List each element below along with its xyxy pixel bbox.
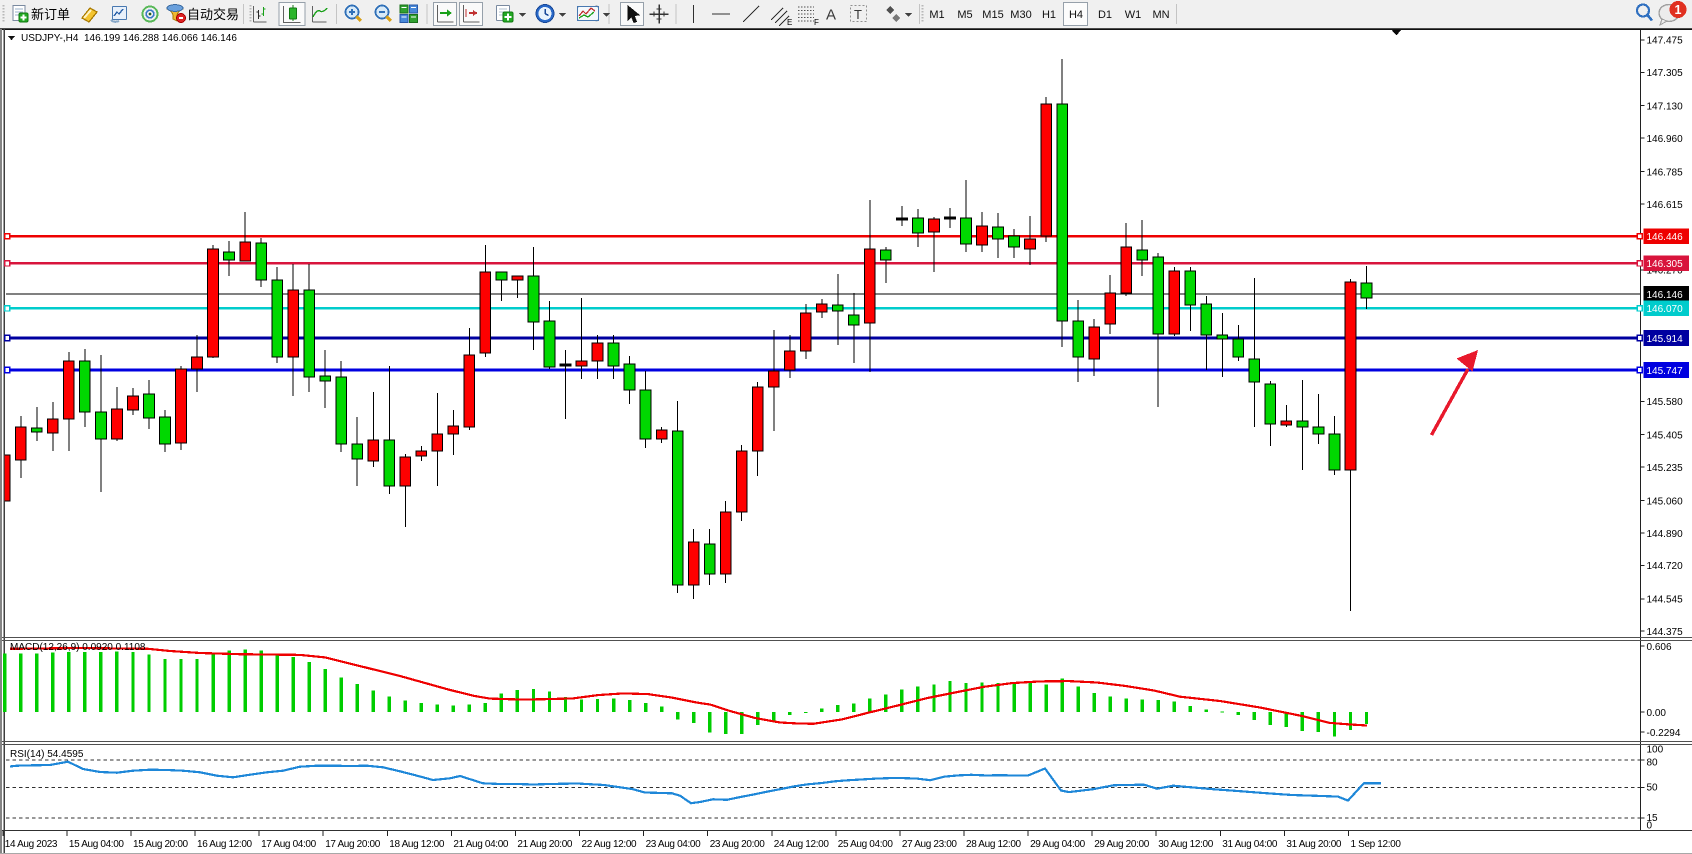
svg-text:17 Aug 04:00: 17 Aug 04:00	[261, 839, 317, 850]
svg-text:144.545: 144.545	[1647, 595, 1684, 606]
svg-text:145.747: 145.747	[1647, 366, 1684, 377]
svg-text:18 Aug 12:00: 18 Aug 12:00	[389, 839, 445, 850]
svg-text:23 Aug 04:00: 23 Aug 04:00	[646, 839, 702, 850]
svg-text:T: T	[854, 7, 862, 22]
svg-text:1: 1	[1675, 3, 1682, 17]
svg-text:H1: H1	[1042, 9, 1056, 21]
svg-text:147.130: 147.130	[1647, 102, 1684, 113]
svg-text:146.960: 146.960	[1647, 134, 1684, 145]
svg-text:-0.2294: -0.2294	[1647, 728, 1681, 739]
svg-text:29 Aug 20:00: 29 Aug 20:00	[1094, 839, 1150, 850]
svg-text:E: E	[787, 18, 792, 27]
svg-text:自动交易: 自动交易	[187, 7, 239, 22]
svg-text:15 Aug 20:00: 15 Aug 20:00	[133, 839, 189, 850]
svg-text:146.305: 146.305	[1647, 259, 1684, 270]
svg-text:15: 15	[1647, 813, 1659, 824]
svg-text:W1: W1	[1125, 9, 1142, 21]
svg-text:50: 50	[1647, 783, 1659, 794]
svg-text:147.305: 147.305	[1647, 68, 1684, 79]
svg-text:0.606: 0.606	[1647, 642, 1672, 653]
svg-text:145.235: 145.235	[1647, 463, 1684, 474]
svg-text:145.914: 145.914	[1647, 334, 1684, 345]
svg-text:144.720: 144.720	[1647, 561, 1684, 572]
svg-text:146.146: 146.146	[1647, 290, 1684, 301]
svg-text:MACD(12,26,9) 0.0920 0.1108: MACD(12,26,9) 0.0920 0.1108	[10, 642, 146, 653]
svg-text:147.475: 147.475	[1647, 36, 1684, 47]
svg-text:21 Aug 20:00: 21 Aug 20:00	[517, 839, 573, 850]
svg-text:31 Aug 20:00: 31 Aug 20:00	[1286, 839, 1342, 850]
svg-text:A: A	[826, 7, 836, 24]
svg-text:17 Aug 20:00: 17 Aug 20:00	[325, 839, 381, 850]
svg-text:29 Aug 04:00: 29 Aug 04:00	[1030, 839, 1086, 850]
svg-text:USDJPY-,H4 146.199 146.288 14: USDJPY-,H4 146.199 146.288 146.066 146.1…	[21, 33, 237, 44]
svg-text:25 Aug 04:00: 25 Aug 04:00	[838, 839, 894, 850]
svg-text:新订单: 新订单	[31, 7, 70, 22]
svg-text:M15: M15	[982, 9, 1003, 21]
svg-text:F: F	[814, 18, 819, 27]
svg-text:146.446: 146.446	[1647, 232, 1684, 243]
svg-text:146.785: 146.785	[1647, 167, 1684, 178]
svg-text:16 Aug 12:00: 16 Aug 12:00	[197, 839, 253, 850]
svg-text:M5: M5	[957, 9, 972, 21]
svg-text:144.375: 144.375	[1647, 627, 1684, 638]
svg-text:80: 80	[1647, 758, 1659, 769]
svg-text:100: 100	[1647, 745, 1664, 756]
svg-text:24 Aug 12:00: 24 Aug 12:00	[774, 839, 830, 850]
svg-text:M30: M30	[1010, 9, 1031, 21]
svg-text:28 Aug 12:00: 28 Aug 12:00	[966, 839, 1022, 850]
svg-text:0: 0	[1647, 821, 1653, 832]
svg-text:23 Aug 20:00: 23 Aug 20:00	[710, 839, 766, 850]
svg-text:1 Sep 12:00: 1 Sep 12:00	[1351, 839, 1402, 850]
svg-text:146.615: 146.615	[1647, 200, 1684, 211]
svg-text:31 Aug 04:00: 31 Aug 04:00	[1222, 839, 1278, 850]
svg-text:21 Aug 04:00: 21 Aug 04:00	[453, 839, 509, 850]
svg-text:M1: M1	[929, 9, 944, 21]
svg-text:H4: H4	[1069, 9, 1083, 21]
svg-text:146.070: 146.070	[1647, 304, 1684, 315]
svg-text:MN: MN	[1152, 9, 1169, 21]
svg-text:0.00: 0.00	[1647, 708, 1667, 719]
svg-text:145.060: 145.060	[1647, 496, 1684, 507]
svg-text:14 Aug 2023: 14 Aug 2023	[5, 839, 58, 850]
svg-text:144.890: 144.890	[1647, 529, 1684, 540]
svg-text:D1: D1	[1098, 9, 1112, 21]
svg-text:22 Aug 12:00: 22 Aug 12:00	[582, 839, 638, 850]
svg-text:30 Aug 12:00: 30 Aug 12:00	[1158, 839, 1214, 850]
svg-text:RSI(14) 54.4595: RSI(14) 54.4595	[10, 749, 84, 760]
svg-text:15 Aug 04:00: 15 Aug 04:00	[69, 839, 125, 850]
svg-text:145.580: 145.580	[1647, 397, 1684, 408]
svg-text:145.405: 145.405	[1647, 431, 1684, 442]
svg-text:27 Aug 23:00: 27 Aug 23:00	[902, 839, 958, 850]
